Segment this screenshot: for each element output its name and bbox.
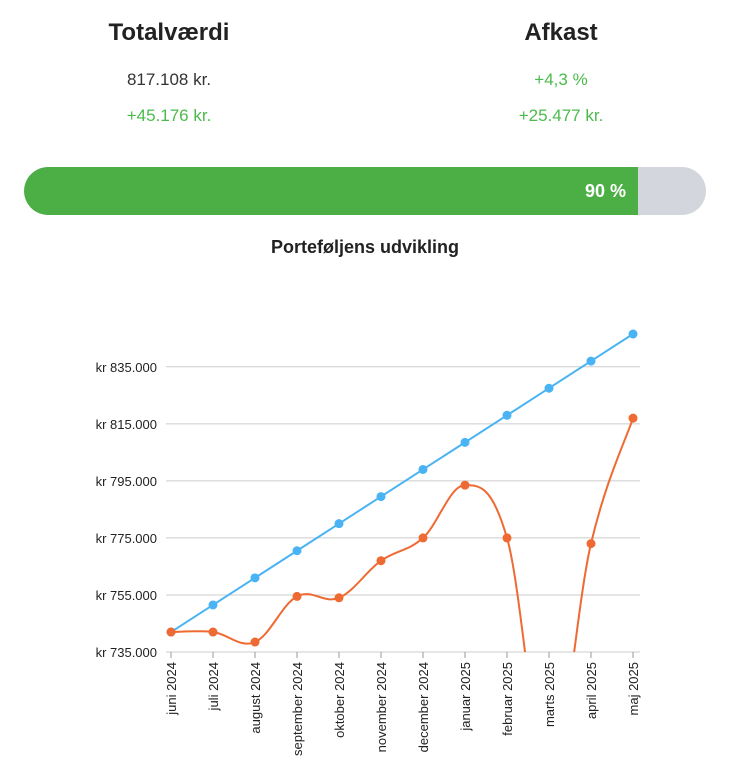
data-point-1-6 (418, 533, 428, 543)
return-amount: +25.477 kr. (518, 106, 604, 125)
x-tick-label: april 2025 (584, 662, 599, 719)
total-value-panel: Totalværdi 817.108 kr. +45.176 kr. (19, 0, 319, 126)
progress-bar-fill (24, 167, 638, 215)
data-point-0-10 (586, 356, 596, 366)
data-point-0-3 (292, 546, 302, 556)
x-tick-label: november 2024 (374, 662, 389, 752)
x-tick-label: marts 2025 (542, 662, 557, 727)
x-tick-label: januar 2025 (458, 662, 473, 732)
chart-title: Porteføljens udvikling (270, 237, 460, 257)
data-point-1-8 (502, 533, 512, 543)
return-heading: Afkast (524, 19, 598, 46)
total-value-change: +45.176 kr. (126, 106, 212, 125)
data-point-1-7 (460, 480, 470, 490)
x-tick-label: september 2024 (290, 662, 305, 756)
total-value-heading: Totalværdi (108, 19, 230, 46)
x-tick-label: maj 2025 (626, 662, 641, 715)
progress-bar-label: 90 % (584, 181, 626, 201)
data-point-1-11 (628, 413, 638, 423)
data-point-0-9 (544, 383, 554, 393)
x-tick-label: februar 2025 (500, 662, 515, 736)
x-tick-label: juni 2024 (164, 662, 179, 716)
x-tick-label: oktober 2024 (332, 662, 347, 738)
data-point-0-4 (334, 519, 344, 529)
data-point-0-1 (208, 600, 218, 610)
return-percent: +4,3 % (534, 70, 588, 89)
data-point-1-0 (166, 627, 176, 637)
data-point-1-1 (208, 627, 218, 637)
data-point-0-6 (418, 464, 428, 474)
y-tick-label: kr 795.000 (96, 474, 157, 489)
x-tick-label: december 2024 (416, 662, 431, 752)
y-tick-label: kr 835.000 (96, 360, 157, 375)
y-tick-label: kr 815.000 (96, 417, 157, 432)
data-point-1-5 (376, 556, 386, 566)
data-point-0-2 (250, 573, 260, 583)
data-point-0-11 (628, 329, 638, 339)
data-point-0-7 (460, 437, 470, 447)
data-point-1-2 (250, 637, 260, 647)
return-panel: Afkast +4,3 % +25.477 kr. (411, 0, 711, 126)
y-tick-label: kr 775.000 (96, 531, 157, 546)
progress-bar: 90 % (24, 167, 706, 215)
series-line-1 (170, 417, 634, 652)
x-tick-label: august 2024 (248, 662, 263, 734)
data-point-1-3 (292, 591, 302, 601)
data-point-1-10 (586, 539, 596, 549)
x-tick-label: juli 2024 (206, 662, 221, 711)
total-value-amount: 817.108 kr. (126, 70, 212, 89)
data-point-0-5 (376, 492, 386, 502)
y-tick-label: kr 755.000 (96, 588, 157, 603)
data-point-0-8 (502, 410, 512, 420)
y-tick-label: kr 735.000 (96, 645, 157, 660)
series-line-0 (170, 333, 634, 633)
data-point-1-4 (334, 593, 344, 603)
